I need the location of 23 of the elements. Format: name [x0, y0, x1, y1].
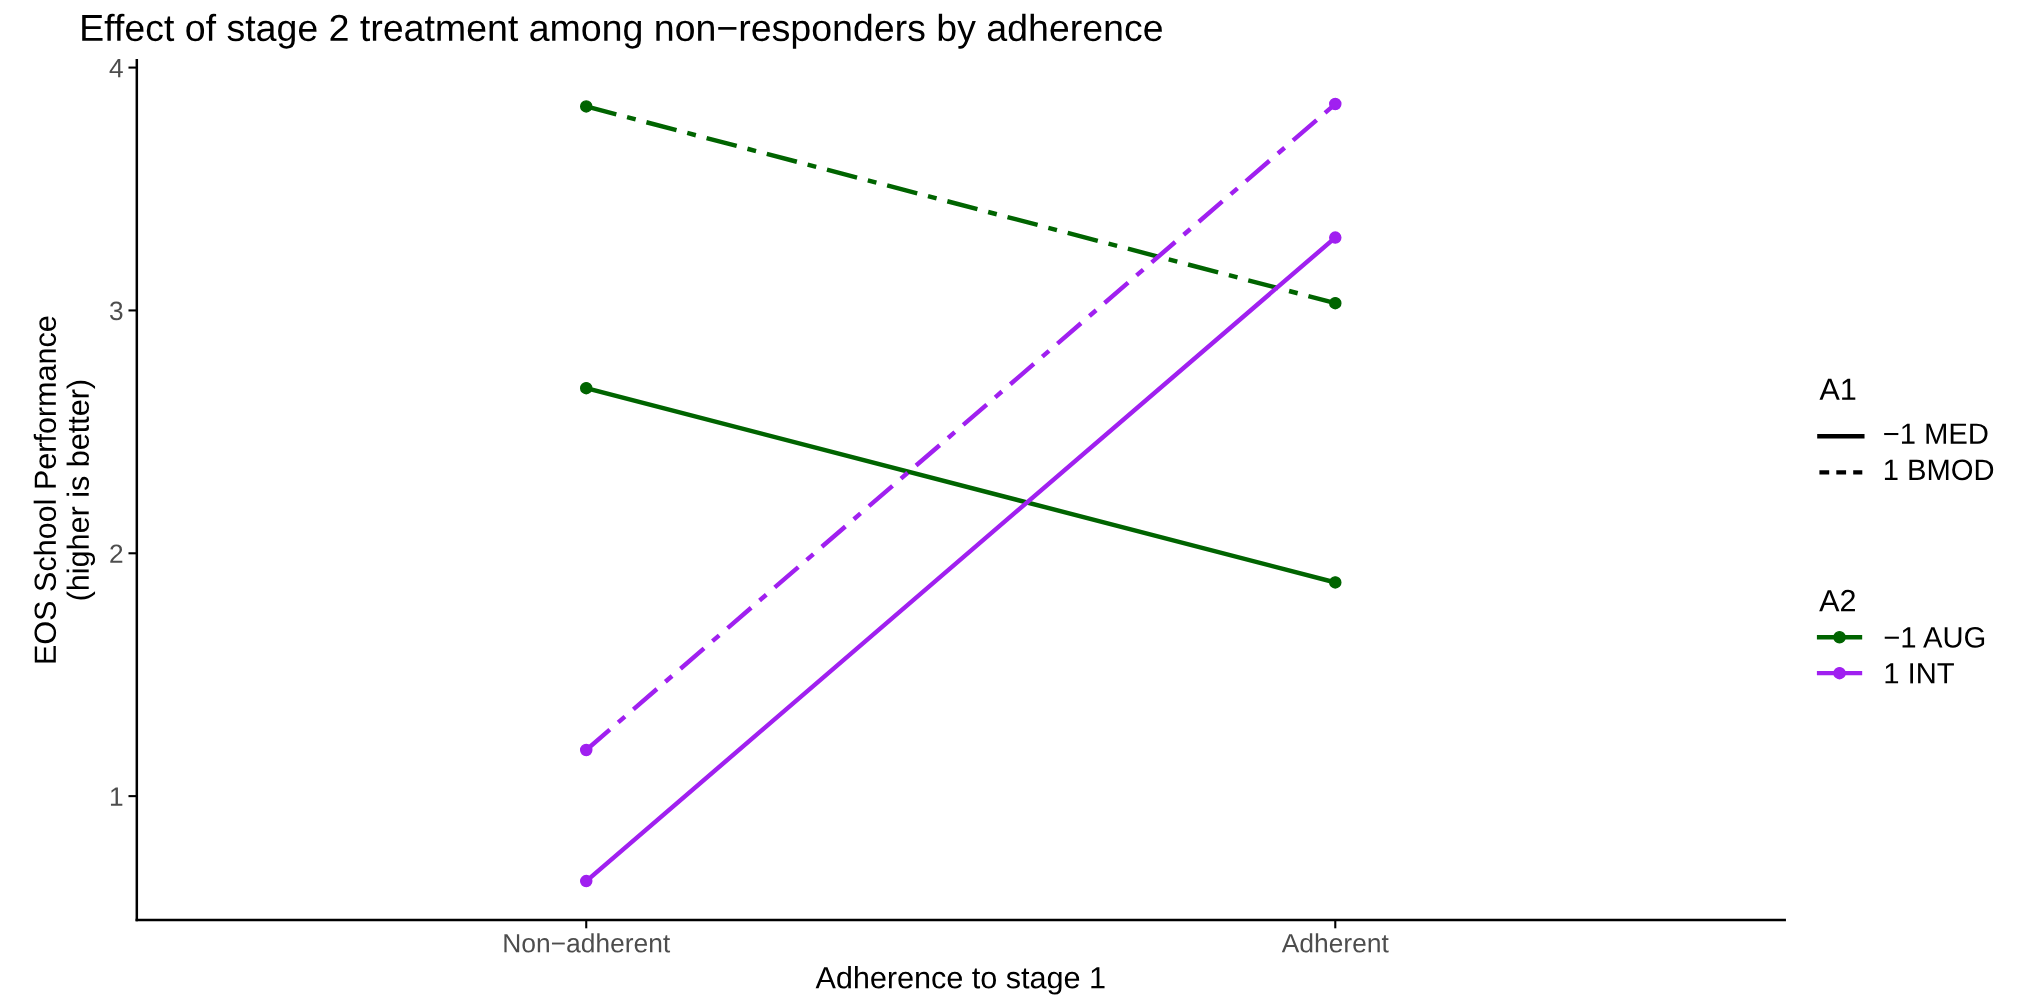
- point: [1329, 576, 1342, 589]
- point: [579, 100, 593, 113]
- y-axis-title: EOS School Performance (higher is better): [33, 316, 96, 663]
- legend-title: A2: [1819, 589, 1855, 612]
- y-tick-label: 3: [109, 301, 123, 321]
- text: −1 MED: [1884, 423, 1988, 444]
- chart-title: Effect of stage 2 treatment among non−responders by adherence: [82, 13, 1162, 49]
- point: [1329, 231, 1342, 244]
- x-tick-label: Non−adherent: [504, 933, 671, 953]
- point: [1329, 296, 1342, 310]
- point: [1329, 97, 1342, 111]
- x-axis-title: Adherence to stage 1: [815, 966, 1105, 995]
- legend-label: −1 AUG: [1884, 627, 1985, 648]
- point: [579, 743, 593, 757]
- point: [579, 381, 593, 395]
- point: [579, 874, 593, 888]
- x-tick-label: Adherent: [1281, 933, 1389, 953]
- text: 1 BMOD: [1884, 459, 1994, 481]
- y-tick-label: 4: [109, 58, 123, 78]
- legend-label: 1 INT: [1885, 663, 1954, 684]
- y-tick-label: 1: [110, 787, 123, 806]
- text: A1: [1819, 378, 1856, 400]
- y-tick-label: 2: [110, 544, 123, 563]
